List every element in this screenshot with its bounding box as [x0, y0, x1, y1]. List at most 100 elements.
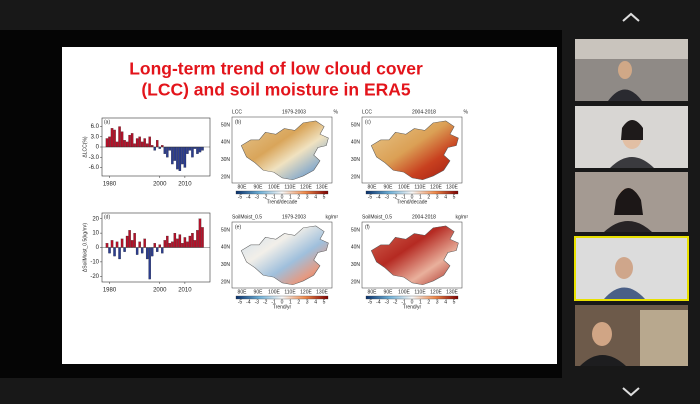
colorbar-tick: 0 [411, 299, 414, 305]
lon-label: 90E [384, 289, 394, 295]
map-unit: kg/m² [456, 214, 469, 220]
colorbar-tick: 2 [297, 299, 300, 305]
lon-label: 80E [238, 289, 248, 295]
colorbar-tick: 3 [436, 299, 439, 305]
colorbar-tick: 4 [314, 299, 317, 305]
bar [138, 241, 141, 248]
y-tick-label: -20 [90, 274, 99, 280]
colorbar-tick: 1 [289, 299, 292, 305]
bar [153, 243, 156, 248]
map-unit: % [334, 109, 339, 115]
bar [173, 146, 177, 161]
bar [158, 146, 161, 149]
bar [118, 247, 121, 260]
lat-label: 30N [221, 262, 231, 268]
colorbar-tick: -3 [255, 299, 260, 305]
bar [188, 146, 192, 151]
lon-label: 80E [238, 184, 248, 190]
lat-label: 50N [221, 227, 231, 233]
video-tile[interactable] [575, 305, 688, 366]
video-tile[interactable] [575, 172, 688, 232]
lat-label: 40N [221, 140, 231, 146]
bar [151, 145, 154, 148]
bar [168, 146, 172, 151]
colorbar-label: Trend/decade [397, 199, 428, 205]
map-period: 2004-2018 [412, 214, 436, 220]
map-region [240, 120, 329, 181]
body [610, 157, 654, 168]
bar [130, 240, 134, 248]
colorbar-tick: -1 [271, 194, 276, 200]
colorbar-tick: -5 [238, 194, 243, 200]
bar [163, 146, 167, 154]
lon-label: 120E [300, 184, 312, 190]
y-axis-label: ΔSoilMoist_0.5(kg/m²) [82, 223, 88, 273]
bar [201, 227, 204, 248]
lat-label: 50N [351, 227, 361, 233]
bar [153, 146, 156, 151]
shelf [640, 310, 688, 366]
video-tile[interactable] [575, 39, 688, 101]
bar [148, 247, 151, 280]
bar [198, 146, 202, 153]
y-tick-label: 20 [92, 216, 99, 222]
colorbar-tick: 1 [289, 194, 292, 200]
lon-label: 120E [430, 289, 442, 295]
colorbar-tick: -2 [263, 194, 268, 200]
lon-label: 90E [384, 184, 394, 190]
colorbar-tick: -1 [401, 299, 406, 305]
panel-label: (f) [365, 224, 370, 230]
colorbar-tick: -3 [255, 194, 260, 200]
bar [123, 140, 126, 148]
lon-label: 120E [430, 184, 442, 190]
colorbar-tick: 2 [427, 194, 430, 200]
bar [113, 129, 116, 148]
lat-label: 40N [221, 245, 231, 251]
bar [135, 247, 139, 255]
colorbar-tick: 2 [427, 299, 430, 305]
lon-label: 90E [254, 184, 264, 190]
body [608, 89, 642, 101]
slide [62, 47, 557, 364]
colorbar [365, 190, 459, 195]
map-variable: LCC [232, 109, 242, 115]
bar [191, 146, 194, 158]
scroll-up[interactable] [622, 12, 640, 22]
lon-label: 100E [398, 184, 410, 190]
bar [110, 240, 114, 248]
y-tick-label: 6.0 [91, 124, 100, 130]
video-tile[interactable] [574, 236, 689, 301]
scroll-down[interactable] [622, 387, 640, 397]
video-tile[interactable] [575, 106, 688, 168]
colorbar-tick: -4 [246, 299, 251, 305]
hair [614, 188, 643, 215]
colorbar-label: Trend/decade [267, 199, 298, 205]
bar [156, 140, 159, 148]
y-tick-label: 0 [96, 145, 100, 151]
bar [166, 146, 169, 158]
bar [138, 136, 141, 148]
colorbar-tick: -4 [376, 299, 381, 305]
bar [133, 233, 136, 248]
body [580, 355, 626, 366]
bar [145, 143, 149, 148]
bar [108, 247, 111, 254]
lat-label: 20N [221, 279, 231, 285]
map-region [370, 225, 459, 286]
colorbar-tick: 1 [419, 299, 422, 305]
map-period: 2004-2018 [412, 109, 436, 115]
head [618, 61, 632, 79]
x-tick-label: 2010 [178, 288, 192, 294]
lon-label: 120E [300, 289, 312, 295]
bar [105, 138, 109, 148]
head [592, 322, 612, 346]
bar [201, 146, 204, 151]
lat-label: 30N [351, 262, 361, 268]
map-variable: SoilMoist_0.5 [232, 214, 262, 220]
lon-label: 100E [268, 289, 280, 295]
colorbar-tick: 3 [306, 299, 309, 305]
lat-label: 20N [351, 279, 361, 285]
colorbar-tick: 2 [297, 194, 300, 200]
bar [148, 136, 151, 148]
